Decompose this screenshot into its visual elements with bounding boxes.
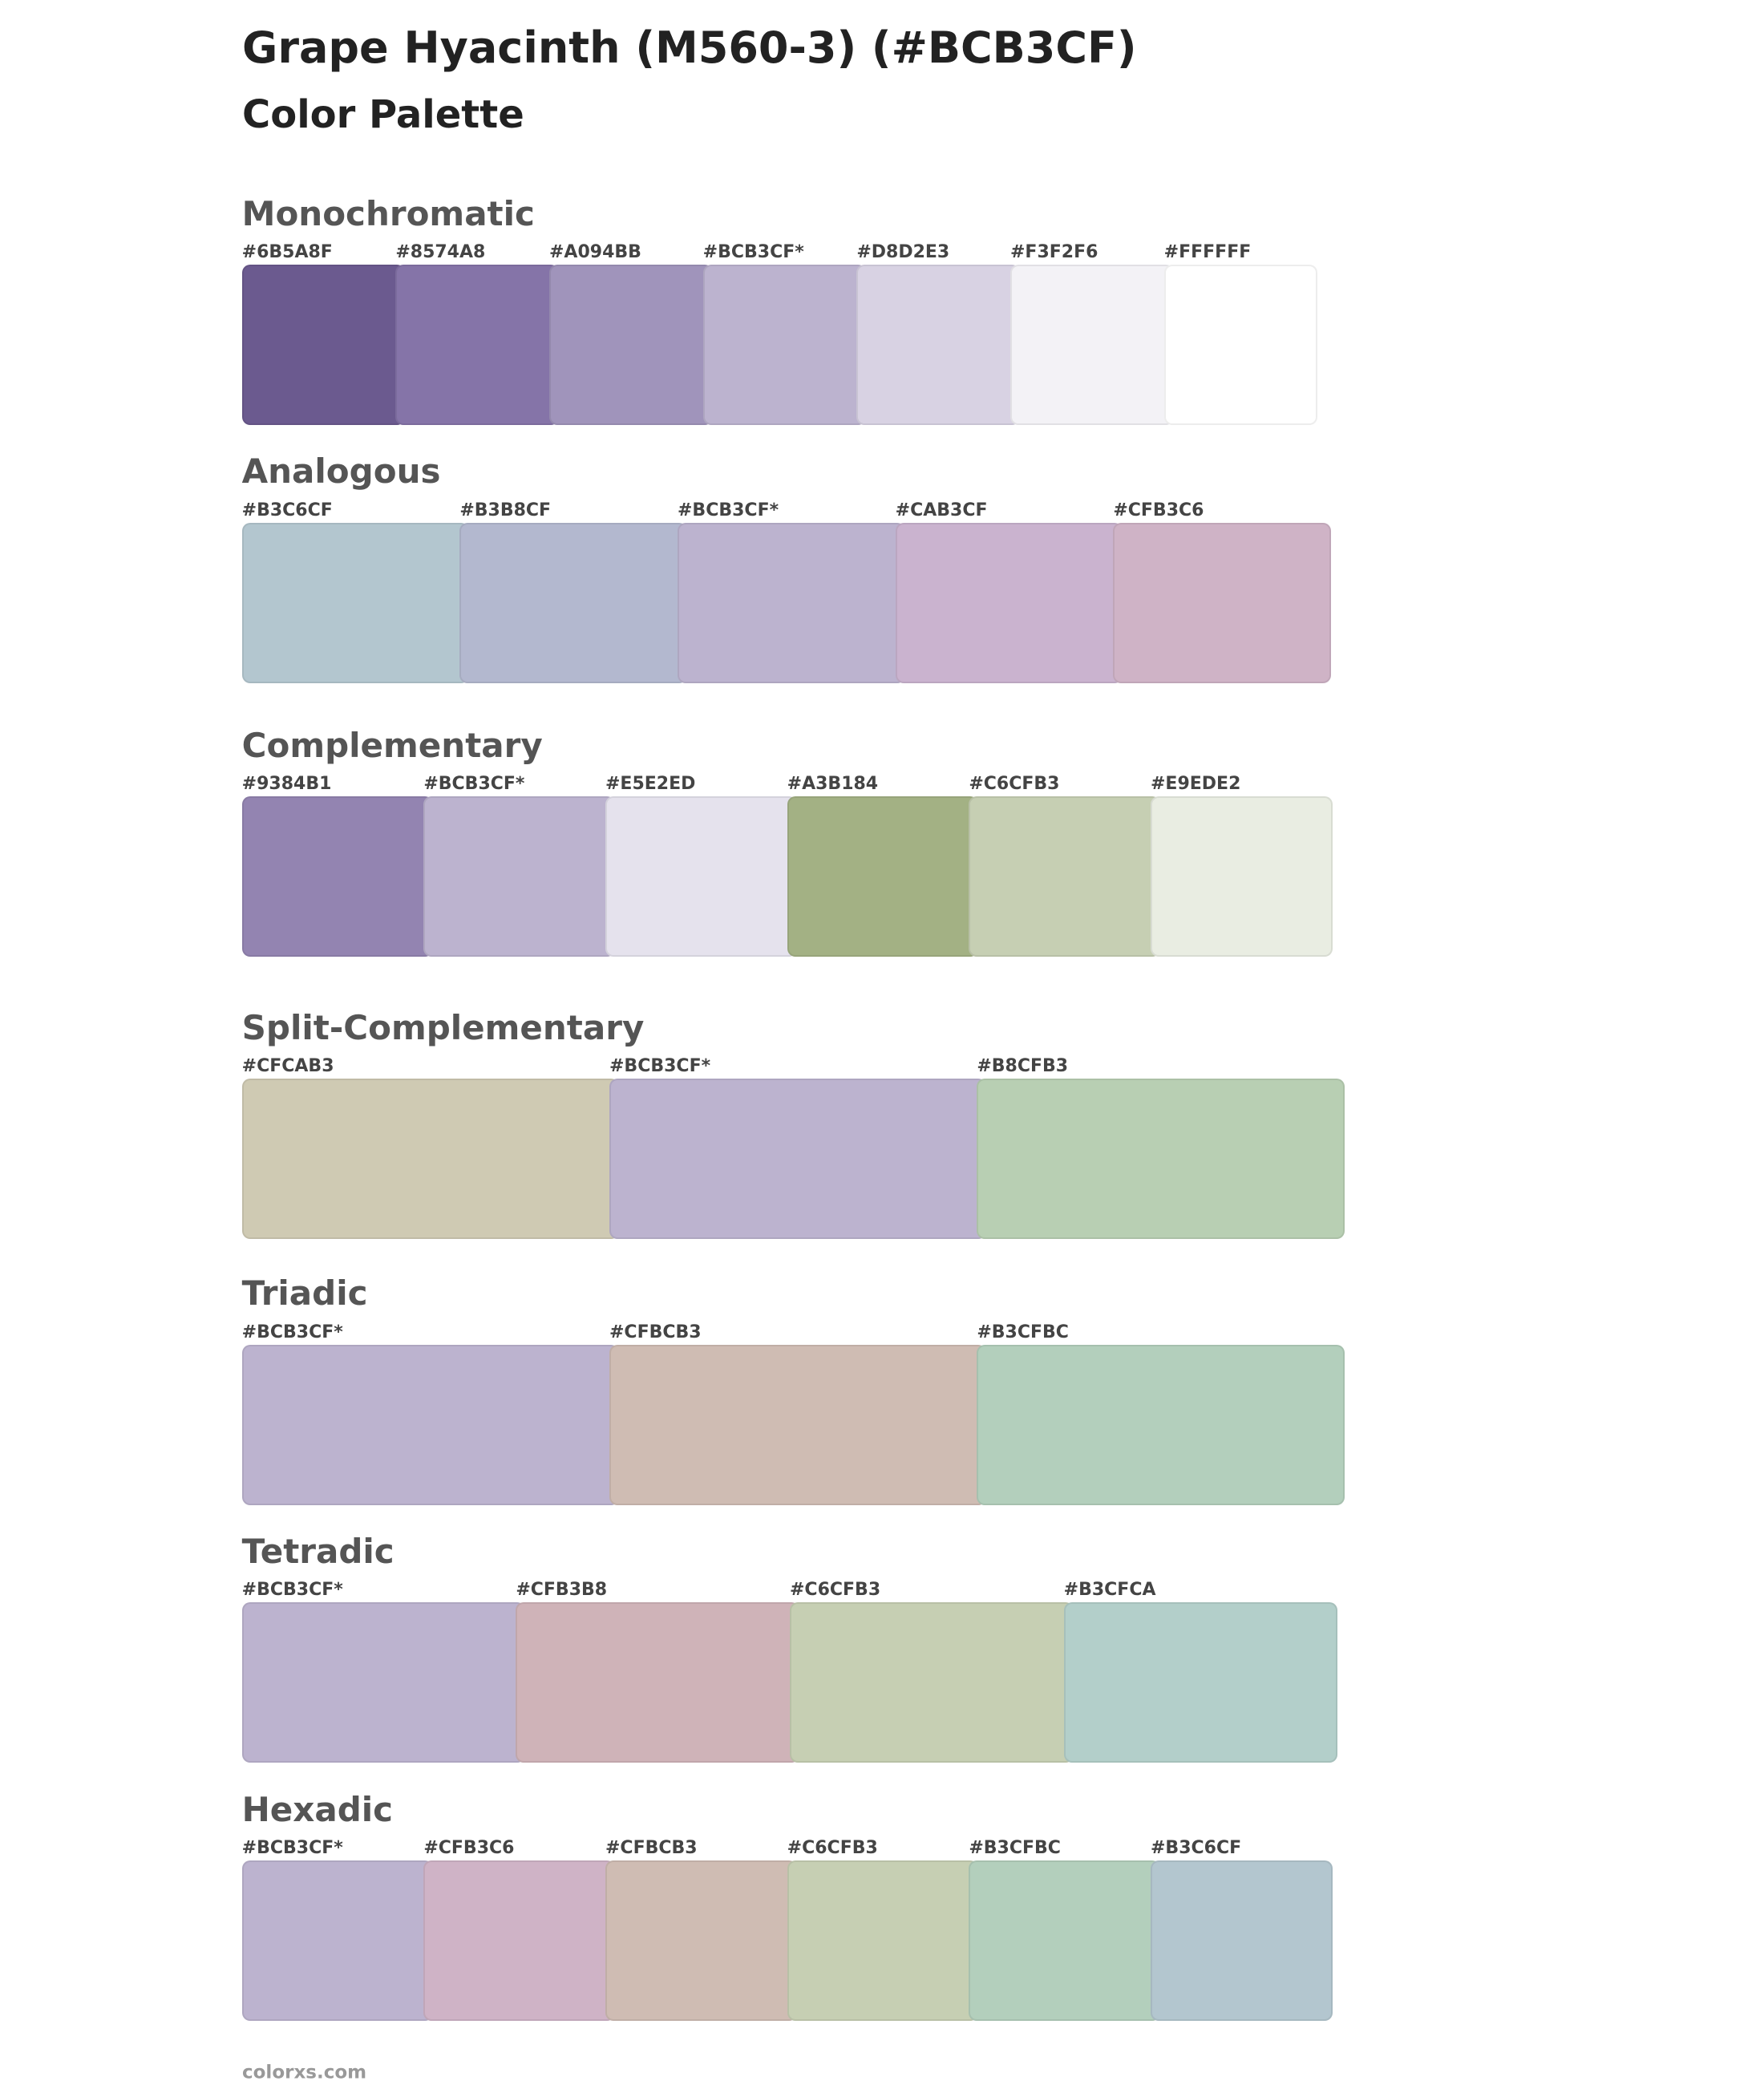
color-swatch bbox=[895, 522, 1123, 683]
section-heading: Split-Complementary bbox=[241, 1007, 645, 1047]
swatch-label: #E9EDE2 bbox=[1151, 774, 1241, 795]
swatch-label: #B3CFBC bbox=[969, 1838, 1061, 1858]
swatch-label: #A094BB bbox=[549, 242, 641, 262]
color-swatch bbox=[516, 1602, 799, 1763]
swatch-label: #CFBCB3 bbox=[605, 1838, 698, 1858]
section-heading: Monochromatic bbox=[241, 193, 535, 233]
swatch-label: #BCB3CF* bbox=[241, 1580, 343, 1601]
swatch-label: #B8CFB3 bbox=[977, 1056, 1069, 1076]
color-swatch bbox=[1010, 265, 1174, 425]
swatch-label: #A3B184 bbox=[787, 774, 879, 795]
color-swatch bbox=[969, 1860, 1160, 2021]
swatch-label: #B3C6CF bbox=[241, 500, 333, 520]
swatch-label: #6B5A8F bbox=[241, 242, 333, 262]
swatch-label: #C6CFB3 bbox=[787, 1838, 878, 1858]
color-swatch bbox=[241, 796, 434, 957]
color-swatch bbox=[241, 1344, 619, 1505]
swatch-label: #FFFFFF bbox=[1163, 242, 1252, 262]
swatch-label: #C6CFB3 bbox=[790, 1580, 881, 1601]
color-swatch bbox=[395, 265, 559, 425]
section-heading: Hexadic bbox=[241, 1789, 394, 1829]
swatch-label: #CFB3C6 bbox=[1113, 500, 1204, 520]
color-swatch bbox=[609, 1344, 987, 1505]
swatch-label: #BCB3CF* bbox=[241, 1322, 343, 1342]
color-swatch bbox=[241, 265, 406, 425]
color-swatch bbox=[605, 1860, 797, 2021]
section-heading: Analogous bbox=[241, 451, 441, 492]
color-swatch bbox=[787, 1860, 979, 2021]
color-swatch bbox=[241, 1079, 619, 1239]
swatch-label: #CFBCB3 bbox=[609, 1322, 702, 1342]
color-swatch bbox=[977, 1344, 1345, 1505]
swatch-label: #B3CFCA bbox=[1063, 1580, 1156, 1601]
footer-link[interactable]: colorxs.com bbox=[242, 2062, 367, 2083]
color-swatch bbox=[423, 796, 615, 957]
section-heading: Triadic bbox=[241, 1273, 368, 1314]
swatch-label: #D8D2E3 bbox=[856, 242, 950, 262]
color-swatch bbox=[549, 265, 713, 425]
swatch-label: #B3CFBC bbox=[977, 1322, 1069, 1342]
swatch-label: #BCB3CF* bbox=[678, 500, 779, 520]
swatch-label: #CFB3C6 bbox=[423, 1838, 515, 1858]
color-swatch bbox=[423, 1860, 615, 2021]
color-swatch bbox=[969, 796, 1160, 957]
color-swatch bbox=[977, 1079, 1345, 1239]
swatch-label: #BCB3CF* bbox=[241, 1838, 343, 1858]
color-swatch bbox=[790, 1602, 1074, 1763]
color-swatch bbox=[609, 1079, 987, 1239]
swatch-label: #CAB3CF bbox=[895, 500, 988, 520]
section-heading: Tetradic bbox=[241, 1532, 394, 1571]
color-swatch bbox=[241, 1602, 526, 1763]
swatch-label: #E5E2ED bbox=[605, 774, 696, 795]
color-swatch bbox=[1063, 1602, 1338, 1763]
color-swatch bbox=[1163, 265, 1318, 425]
color-swatch bbox=[459, 522, 687, 683]
swatch-label: #8574A8 bbox=[395, 242, 486, 262]
color-swatch bbox=[856, 265, 1020, 425]
swatch-label: #BCB3CF* bbox=[423, 774, 525, 795]
swatch-label: #B3B8CF bbox=[459, 500, 552, 520]
swatch-label: #9384B1 bbox=[241, 774, 332, 795]
color-swatch bbox=[678, 522, 905, 683]
color-swatch bbox=[787, 796, 979, 957]
page-subtitle: Color Palette bbox=[242, 92, 524, 137]
page-title: Grape Hyacinth (M560-3) (#BCB3CF) bbox=[242, 22, 1137, 73]
swatch-label: #BCB3CF* bbox=[609, 1056, 711, 1076]
swatch-label: #CFB3B8 bbox=[516, 1580, 608, 1601]
swatch-label: #F3F2F6 bbox=[1010, 242, 1098, 262]
swatch-label: #B3C6CF bbox=[1151, 1838, 1242, 1858]
color-swatch bbox=[241, 1860, 434, 2021]
color-swatch bbox=[1151, 1860, 1333, 2021]
swatch-label: #BCB3CF* bbox=[702, 242, 804, 262]
swatch-label: #CFCAB3 bbox=[241, 1056, 334, 1076]
section-heading: Complementary bbox=[241, 726, 543, 765]
color-swatch bbox=[1113, 522, 1331, 683]
color-swatch bbox=[1151, 796, 1333, 957]
color-swatch bbox=[241, 522, 470, 683]
color-swatch bbox=[605, 796, 797, 957]
swatch-label: #C6CFB3 bbox=[969, 774, 1060, 795]
color-swatch bbox=[702, 265, 867, 425]
